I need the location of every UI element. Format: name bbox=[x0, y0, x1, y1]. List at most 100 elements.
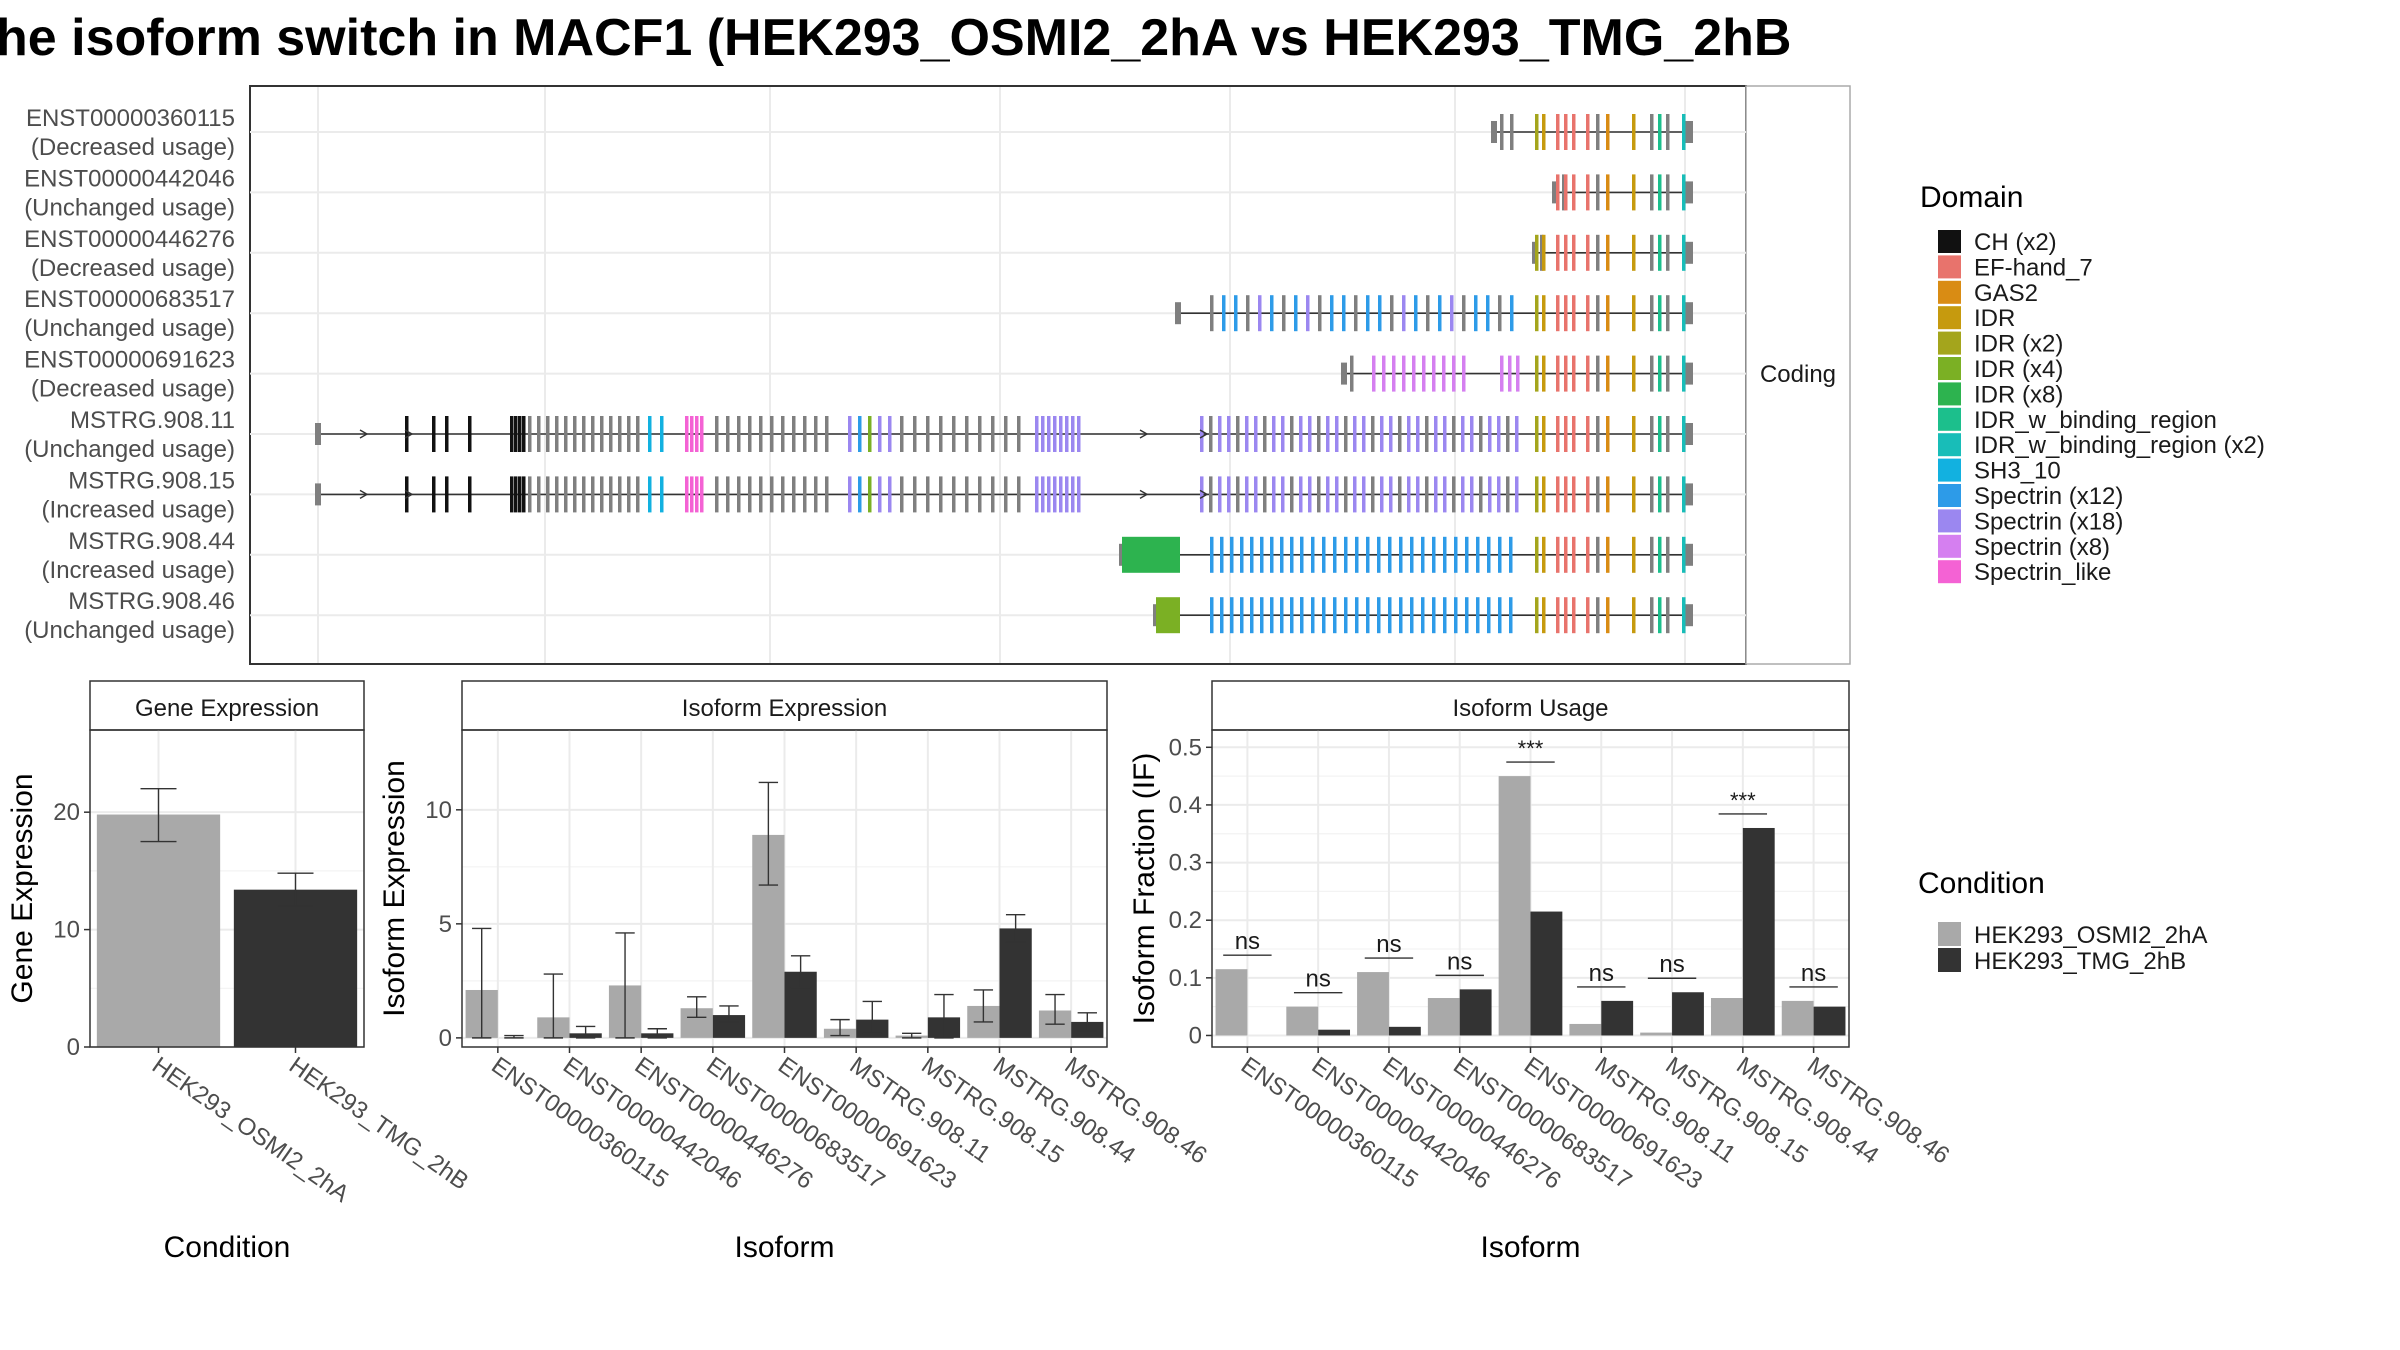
utr-end bbox=[1684, 241, 1693, 264]
domain-exon bbox=[1658, 416, 1662, 452]
domain-exon bbox=[1399, 597, 1403, 634]
domain-block bbox=[1156, 597, 1180, 634]
exon bbox=[618, 476, 622, 513]
isoform-usage-label: (Increased usage) bbox=[42, 496, 235, 523]
exon bbox=[528, 416, 532, 452]
legend-key-2 bbox=[1938, 280, 1961, 304]
bar bbox=[1781, 1000, 1814, 1036]
domain-exon bbox=[1586, 114, 1590, 150]
domain-exon bbox=[1556, 174, 1560, 211]
exon bbox=[770, 416, 774, 452]
domain-exon bbox=[1606, 416, 1610, 452]
domain-exon bbox=[660, 416, 664, 452]
panel-border bbox=[89, 729, 365, 1048]
domain-exon bbox=[1454, 536, 1458, 573]
domain-exon bbox=[695, 416, 699, 452]
domain-exon bbox=[1218, 476, 1222, 513]
domain-exon bbox=[1586, 597, 1590, 634]
y-tick-label: 0.5 bbox=[1169, 734, 1202, 761]
exon bbox=[900, 416, 904, 452]
domain-exon bbox=[1572, 234, 1576, 271]
domain-exon bbox=[1476, 597, 1480, 634]
exon bbox=[1017, 476, 1021, 513]
domain-exon bbox=[1047, 476, 1051, 513]
domain-exon bbox=[1335, 476, 1339, 513]
domain-exon bbox=[848, 476, 852, 513]
exon bbox=[781, 416, 785, 452]
domain-exon bbox=[1053, 416, 1057, 452]
domain-exon bbox=[1535, 234, 1539, 271]
exon bbox=[792, 476, 796, 513]
y-axis-title: Isoform Fraction (IF) bbox=[1128, 753, 1161, 1025]
isoform-usage-label: (Unchanged usage) bbox=[24, 617, 235, 644]
domain-exon bbox=[888, 416, 892, 452]
domain-exon bbox=[1682, 416, 1686, 452]
strand-arrow bbox=[1199, 429, 1209, 439]
domain-exon bbox=[1572, 355, 1576, 392]
domain-block bbox=[1122, 536, 1180, 573]
domain-exon bbox=[1272, 416, 1276, 452]
domain-exon bbox=[1308, 476, 1312, 513]
legend-key-3 bbox=[1938, 306, 1961, 330]
domain-exon bbox=[1299, 416, 1303, 452]
domain-exon bbox=[1497, 416, 1501, 452]
exon bbox=[573, 476, 577, 513]
bar bbox=[1640, 1032, 1673, 1036]
domain-exon bbox=[1254, 476, 1258, 513]
domain-exon bbox=[1564, 536, 1568, 573]
legend-key-13 bbox=[1938, 560, 1961, 584]
exon bbox=[900, 476, 904, 513]
significance-label: ns bbox=[1235, 928, 1260, 955]
exon bbox=[1596, 476, 1600, 513]
exon bbox=[1540, 234, 1544, 271]
utr-end bbox=[1684, 483, 1693, 506]
exon bbox=[781, 476, 785, 513]
y-tick-label: 0.2 bbox=[1169, 907, 1202, 934]
exon bbox=[1479, 416, 1483, 452]
exon bbox=[1317, 416, 1321, 452]
exon bbox=[1498, 295, 1502, 332]
domain-exon bbox=[1290, 536, 1294, 573]
domain-exon bbox=[1308, 416, 1312, 452]
exon bbox=[546, 416, 550, 452]
domain-exon bbox=[1306, 295, 1310, 332]
domain-exon bbox=[1564, 416, 1568, 452]
domain-exon bbox=[1556, 355, 1560, 392]
domain-exon bbox=[1234, 295, 1238, 332]
domain-exon bbox=[1509, 597, 1513, 634]
domain-exon bbox=[1658, 536, 1662, 573]
domain-exon bbox=[1682, 114, 1686, 150]
domain-exon bbox=[1377, 536, 1381, 573]
domain-exon bbox=[1065, 476, 1069, 513]
domain-exon bbox=[1071, 416, 1075, 452]
panel-strip-title: Isoform Usage bbox=[1452, 695, 1608, 722]
exon bbox=[1666, 476, 1670, 513]
domain-exon bbox=[1476, 536, 1480, 573]
y-tick-label: 10 bbox=[425, 797, 452, 824]
x-axis-title: Isoform bbox=[1480, 1231, 1580, 1264]
exon bbox=[926, 416, 930, 452]
bar bbox=[96, 814, 221, 1047]
domain-exon bbox=[1416, 476, 1420, 513]
bar bbox=[1710, 998, 1743, 1036]
exon bbox=[1398, 476, 1402, 513]
utr-end bbox=[1684, 604, 1693, 627]
domain-exon bbox=[1535, 295, 1539, 332]
domain-exon bbox=[1220, 597, 1224, 634]
utr-start bbox=[315, 483, 321, 506]
exon bbox=[978, 476, 982, 513]
y-axis-title: Gene Expression bbox=[6, 773, 39, 1003]
exon bbox=[825, 416, 829, 452]
domain-exon bbox=[468, 476, 472, 513]
domain-exon bbox=[1462, 355, 1466, 392]
domain-exon bbox=[1556, 234, 1560, 271]
domain-exon bbox=[1434, 416, 1438, 452]
exon bbox=[1500, 114, 1504, 150]
domain-exon bbox=[700, 416, 704, 452]
domain-exon bbox=[695, 476, 699, 513]
exon bbox=[1371, 476, 1375, 513]
exon bbox=[1282, 295, 1286, 332]
domain-exon bbox=[1682, 355, 1686, 392]
utr-end bbox=[1684, 423, 1693, 445]
utr-start bbox=[1552, 181, 1558, 204]
